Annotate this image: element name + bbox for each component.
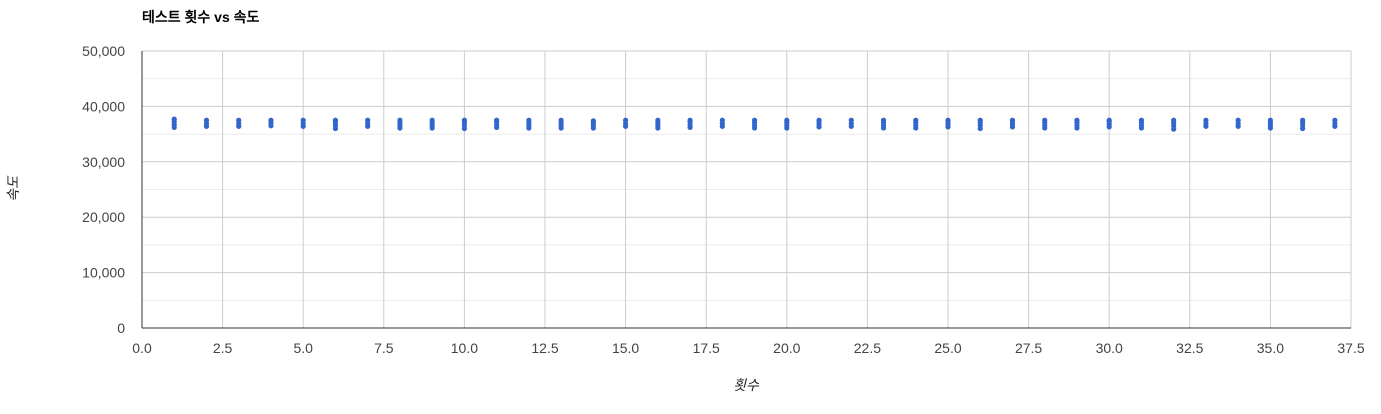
x-tick-label: 7.5	[374, 340, 394, 356]
x-tick-label: 5.0	[293, 340, 313, 356]
axes: 0 10,000 20,000 30,000 40,000 50,000 0.0 2.5 5.0…	[82, 43, 1365, 356]
data-point	[1267, 117, 1273, 123]
x-tick-label: 0.0	[132, 340, 152, 356]
x-tick-label: 12.5	[531, 340, 558, 356]
data-point	[655, 117, 661, 123]
x-tick-label: 32.5	[1176, 340, 1203, 356]
data-point	[332, 117, 339, 123]
y-tick-label: 50,000	[82, 43, 125, 59]
data-point	[526, 117, 532, 123]
data-point	[1138, 117, 1145, 123]
data-point	[687, 117, 693, 123]
data-point	[848, 117, 854, 123]
data-point	[494, 117, 500, 123]
y-tick-label: 40,000	[82, 98, 125, 114]
data-point	[1332, 117, 1338, 123]
data-point	[816, 117, 822, 123]
data-point	[300, 117, 306, 123]
data-points	[171, 116, 1338, 132]
y-tick-label: 30,000	[82, 154, 125, 170]
data-point	[977, 117, 983, 123]
data-point	[913, 117, 919, 123]
data-point	[268, 117, 274, 123]
data-point	[1171, 117, 1177, 123]
x-axis-label: 횟수	[733, 377, 760, 393]
data-point	[429, 117, 435, 123]
data-point	[590, 118, 596, 124]
x-tick-label: 15.0	[612, 340, 639, 356]
x-tick-label: 37.5	[1337, 340, 1364, 356]
data-point	[623, 117, 629, 123]
data-point	[880, 117, 887, 123]
x-tick-label: 35.0	[1257, 340, 1284, 356]
data-point	[751, 117, 758, 123]
x-tick-label: 25.0	[934, 340, 961, 356]
y-axis-label: 속도	[5, 175, 21, 202]
data-point	[203, 117, 210, 123]
data-point	[1203, 117, 1209, 123]
x-tick-label: 22.5	[854, 340, 881, 356]
data-point	[1042, 117, 1048, 123]
x-tick-label: 30.0	[1096, 340, 1123, 356]
data-point	[1300, 117, 1306, 123]
data-point	[558, 117, 564, 123]
data-point	[397, 117, 403, 123]
x-tick-label: 17.5	[693, 340, 720, 356]
data-point	[945, 117, 951, 123]
x-tick-label: 27.5	[1015, 340, 1042, 356]
y-tick-label: 0	[117, 320, 125, 336]
data-point	[1235, 117, 1241, 123]
data-point	[1074, 117, 1080, 123]
data-point	[236, 117, 242, 123]
data-point	[1009, 117, 1016, 123]
data-point	[784, 117, 790, 123]
grid	[142, 50, 1352, 328]
y-tick-label: 20,000	[82, 209, 125, 225]
x-tick-label: 2.5	[213, 340, 233, 356]
x-tick-label: 20.0	[773, 340, 800, 356]
data-point	[365, 117, 371, 123]
chart-title: 테스트 횟수 vs 속도	[142, 9, 260, 25]
y-tick-label: 10,000	[82, 265, 125, 281]
data-point	[719, 117, 725, 123]
data-point	[461, 117, 467, 123]
data-point	[171, 116, 177, 122]
data-point	[1106, 117, 1112, 123]
x-tick-label: 10.0	[451, 340, 478, 356]
